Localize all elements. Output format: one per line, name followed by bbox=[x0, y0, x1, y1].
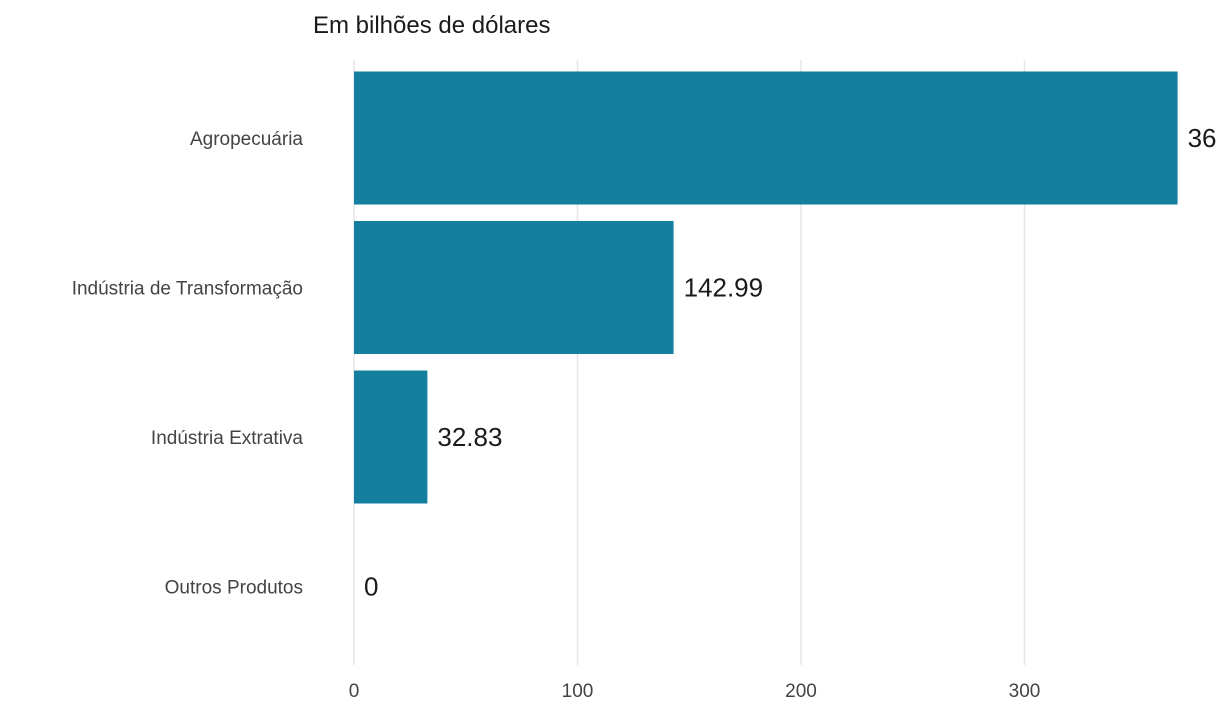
bar-value-label: 0 bbox=[364, 572, 378, 602]
category-label: Agropecuária bbox=[190, 129, 303, 150]
category-label: Indústria Extrativa bbox=[151, 428, 303, 449]
bars bbox=[354, 71, 1178, 504]
chart-subtitle: Em bilhões de dólares bbox=[313, 12, 551, 39]
bar bbox=[354, 71, 1178, 205]
x-tick-label: 300 bbox=[1009, 681, 1041, 702]
bar-value-label: 36 bbox=[1188, 123, 1217, 153]
x-tick-label: 200 bbox=[785, 681, 817, 702]
value-labels: 36 142.99 32.83 0 bbox=[364, 123, 1217, 602]
x-tick-label: 0 bbox=[349, 681, 360, 702]
bar bbox=[354, 221, 674, 354]
bar-value-label: 32.83 bbox=[437, 422, 502, 452]
bar-value-label: 142.99 bbox=[684, 273, 764, 303]
bar bbox=[354, 370, 428, 504]
category-labels: Agropecuária Indústria de Transformação In… bbox=[72, 129, 304, 599]
category-label: Indústria de Transformação bbox=[72, 279, 303, 300]
x-tick-label: 100 bbox=[562, 681, 594, 702]
x-axis-ticks: 0 100 200 300 bbox=[349, 681, 1041, 702]
category-label: Outros Produtos bbox=[165, 578, 303, 599]
